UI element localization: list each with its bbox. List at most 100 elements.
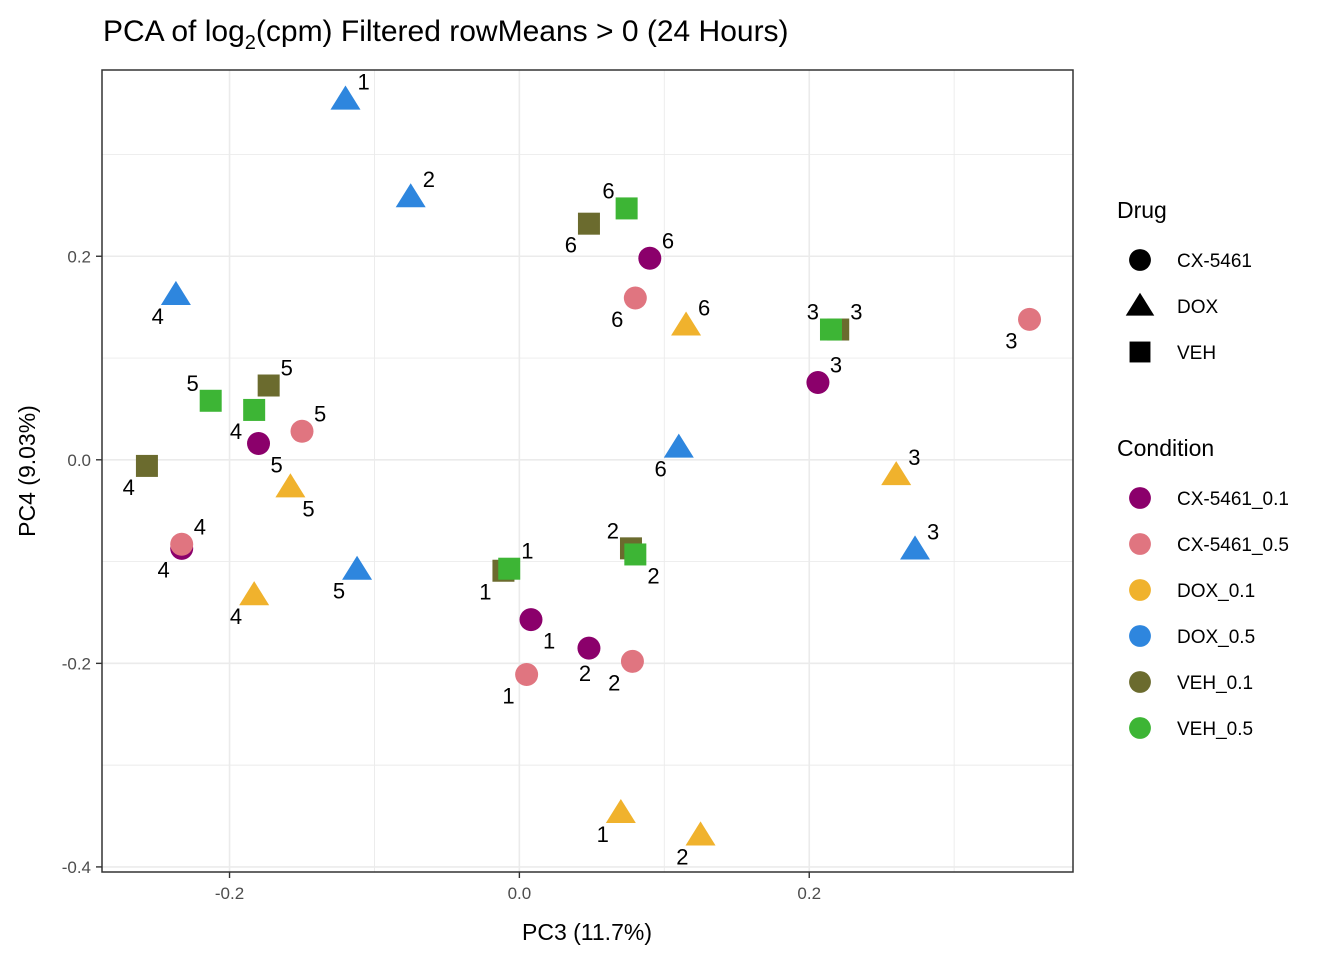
legend-key-circle [1129,625,1151,647]
point-label: 6 [662,228,674,253]
data-point [900,535,931,560]
point-label: 6 [698,295,710,320]
legend-key-circle [1129,717,1151,739]
data-point [330,85,361,110]
legend-label: DOX [1177,297,1219,318]
grid-lines [102,70,1073,872]
point-label: 1 [357,70,369,95]
point-label: 5 [281,356,293,381]
legend-key-circle [1129,487,1151,509]
data-point [806,370,830,394]
data-point [638,246,662,270]
x-tick-label: -0.2 [215,884,244,903]
data-point [620,649,644,673]
data-point [395,183,426,208]
y-tick-label: 0.0 [67,451,91,470]
point-label: 1 [521,539,533,564]
data-point [290,419,314,443]
legend-label: VEH [1177,343,1216,364]
point-label: 5 [314,401,326,426]
data-point [605,798,636,824]
data-point [170,532,194,556]
point-label: 4 [194,514,206,539]
legend-condition-title: Condition [1117,435,1214,461]
point-label: 3 [1005,328,1017,353]
point-label: 3 [807,300,819,325]
point-label: 4 [230,604,242,629]
data-point [663,433,694,458]
point-label: 2 [647,563,659,588]
point-label: 5 [333,579,345,604]
point-label: 4 [157,557,169,582]
panel-border [101,69,1074,873]
point-label: 4 [152,304,164,329]
point-label: 5 [271,453,283,478]
legend-key-circle [1129,579,1151,601]
data-point [577,212,600,235]
y-tick-label: -0.2 [62,654,91,673]
legend-drug-title: Drug [1117,197,1167,223]
legend-label: DOX_0.5 [1177,627,1255,648]
data-point [135,454,158,477]
legend-key-circle [1129,249,1151,271]
point-label: 5 [186,371,198,396]
point-label: 3 [850,300,862,325]
data-point [243,398,266,421]
y-tick-label: 0.2 [67,247,91,266]
point-label: 3 [927,519,939,544]
data-point [247,432,271,456]
data-point [342,555,373,580]
point-label: 3 [908,445,920,470]
data-points [135,85,1042,846]
point-label: 5 [302,496,314,521]
data-point [685,821,716,846]
data-point [257,374,280,397]
y-tick-label: -0.4 [62,858,91,877]
point-label: 3 [830,352,842,377]
chart-title-suffix: (cpm) Filtered rowMeans > 0 (24 Hours) [256,15,789,48]
panel-background [102,70,1073,872]
data-point [577,636,601,660]
axes: -0.2 0.0 0.2 -0.4 -0.2 0.0 0.2 [62,247,821,903]
x-tick-label: 0.2 [797,884,821,903]
legend-label: CX-5461_0.5 [1177,535,1289,556]
x-tick-label: 0.0 [508,884,532,903]
data-point [239,581,270,606]
data-point [515,663,539,687]
y-axis-title: PC4 (9.03%) [14,405,40,537]
point-label: 1 [597,822,609,847]
data-point [498,557,521,580]
data-point [624,543,647,566]
legend-label: VEH_0.5 [1177,719,1253,740]
legend-key-circle [1129,533,1151,555]
point-label: 4 [123,475,135,500]
data-point [1018,307,1042,331]
data-point [671,311,702,336]
legend-key-triangle [1125,292,1155,316]
legend-label: CX-5461 [1177,251,1252,272]
point-label: 6 [602,178,614,203]
legend-label: DOX_0.1 [1177,581,1255,602]
data-point [160,280,191,306]
point-label: 4 [230,419,242,444]
point-label: 2 [676,844,688,869]
chart-title-subscript: 2 [245,32,256,54]
data-point [819,318,842,341]
point-label: 6 [611,307,623,332]
point-label: 1 [479,580,491,605]
point-label: 2 [579,661,591,686]
legend-label: VEH_0.1 [1177,673,1253,694]
x-axis-title: PC3 (11.7%) [522,919,652,945]
legend-key-square [1129,341,1151,363]
data-point [623,286,647,310]
legend-condition: Condition CX-5461_0.1 CX-5461_0.5 DOX_0.1 D… [1117,435,1289,740]
data-point [615,197,638,220]
point-label: 2 [608,670,620,695]
point-label: 6 [655,457,667,482]
legend-key-circle [1129,671,1151,693]
data-point [199,389,222,412]
point-label: 6 [565,233,577,258]
